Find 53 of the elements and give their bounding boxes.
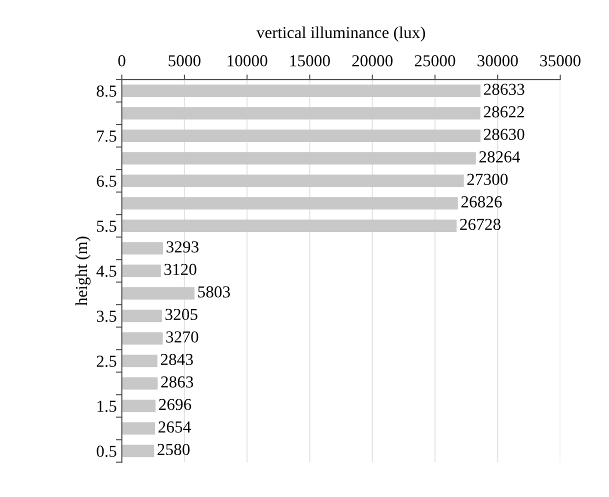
- bar: [122, 220, 457, 232]
- y-tick-label: 1.5: [98, 400, 116, 412]
- data-label: 2696: [159, 398, 192, 410]
- y-axis-title: height (m): [75, 236, 91, 306]
- x-tick-label: 20000: [352, 55, 393, 66]
- bar: [122, 332, 163, 345]
- bar: [122, 174, 464, 188]
- data-label: 3120: [164, 264, 196, 276]
- bar: [122, 444, 154, 458]
- x-tick-label: 5000: [168, 55, 200, 66]
- x-tick-label: 15000: [290, 55, 330, 66]
- y-tick-label: 4.5: [96, 266, 116, 277]
- data-label: 2580: [158, 444, 190, 456]
- data-label: 3293: [166, 241, 199, 253]
- y-tick-label: 0.5: [96, 446, 116, 457]
- bar: [122, 354, 158, 368]
- bar: [122, 400, 156, 412]
- data-label: 28264: [479, 151, 520, 162]
- y-tick-label: 6.5: [96, 176, 116, 187]
- x-tick-label: 25000: [414, 55, 456, 66]
- data-label: 26826: [461, 196, 502, 208]
- bar: [122, 242, 164, 255]
- data-label: 2843: [160, 354, 193, 366]
- bar: [122, 287, 194, 300]
- data-label: 5803: [198, 286, 230, 298]
- x-tick-label: 0: [118, 55, 126, 66]
- data-label: 2863: [161, 376, 194, 388]
- bar: [122, 422, 156, 435]
- y-tick-label: 8.5: [96, 85, 116, 97]
- data-label: 28622: [484, 106, 524, 118]
- data-label: 2654: [158, 421, 191, 433]
- data-label: 28633: [484, 84, 524, 95]
- y-tick-label: 3.5: [96, 310, 116, 322]
- bar: [122, 107, 480, 120]
- x-axis-title: vertical illuminance (lux): [256, 26, 425, 42]
- x-tick-label: 30000: [478, 55, 518, 66]
- data-label: 27300: [467, 174, 508, 185]
- y-tick-label: 5.5: [97, 220, 116, 232]
- bar: [122, 152, 476, 164]
- data-label: 3270: [166, 331, 198, 343]
- x-tick-label: 10000: [228, 55, 268, 66]
- bar: [122, 377, 158, 390]
- data-label: 26728: [460, 218, 500, 230]
- bar: [122, 310, 162, 322]
- data-label: 28630: [484, 128, 524, 140]
- y-tick-label: 7.5: [97, 130, 116, 142]
- y-tick-label: 2.5: [96, 356, 116, 367]
- bar: [122, 84, 481, 97]
- data-label: 3205: [166, 308, 198, 320]
- bar: [122, 264, 161, 278]
- x-tick-label: 35000: [540, 55, 580, 66]
- bar: [122, 130, 480, 142]
- bar: [122, 197, 458, 210]
